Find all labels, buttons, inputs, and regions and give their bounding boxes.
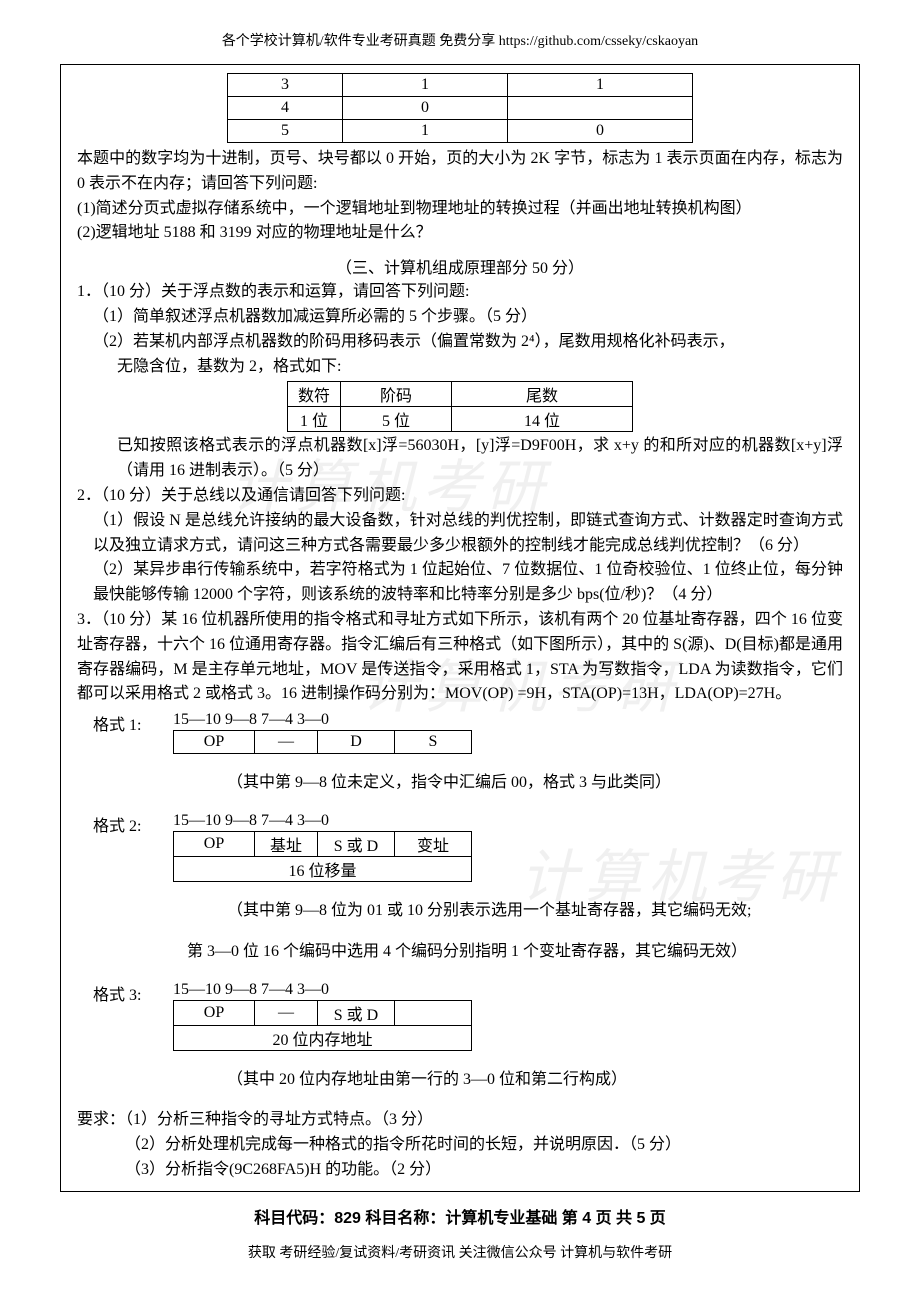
fmt3-table: OP — S 或 D 20 位内存地址	[173, 1000, 472, 1051]
q2-p2: （2）某异步串行传输系统中，若字符格式为 1 位起始位、7 位数据位、1 位奇校…	[77, 558, 843, 608]
q2-head: 2．（10 分）关于总线以及通信请回答下列问题:	[77, 484, 843, 509]
para: 本题中的数字均为十进制，页号、块号都以 0 开始，页的大小为 2K 字节，标志为…	[77, 147, 843, 197]
q2: 2．（10 分）关于总线以及通信请回答下列问题: （1）假设 N 是总线允许接纳…	[77, 484, 843, 608]
requirements: 要求：（1）分析三种指令的寻址方式特点。（3 分） （2）分析处理机完成每一种格…	[77, 1108, 843, 1182]
fmt3-label: 格式 3:	[77, 981, 173, 1005]
q3: 3．（10 分）某 16 位机器所使用的指令格式和寻址方式如下所示，该机有两个 …	[77, 608, 843, 707]
cell: 5	[228, 120, 343, 143]
cell: 尾数	[452, 382, 633, 407]
cell: 4	[228, 97, 343, 120]
cell: OP	[174, 1000, 255, 1025]
fmt1-label: 格式 1:	[77, 711, 173, 735]
cell: 1 位	[287, 407, 340, 432]
cell: 0	[508, 120, 693, 143]
fmt3-bits: 15—10 9—8 7—4 3—0	[173, 981, 472, 999]
q2-p1: （1）假设 N 是总线允许接纳的最大设备数，针对总线的判优控制，即链式查询方式、…	[77, 509, 843, 559]
fmt3-note: （其中 20 位内存地址由第一行的 3—0 位和第二行构成）	[227, 1068, 843, 1093]
section-title: （三、计算机组成原理部分 50 分）	[77, 254, 843, 278]
fmt3-bits-wrap: 15—10 9—8 7—4 3—0 OP — S 或 D 20 位内存地址	[173, 981, 472, 1052]
cell: —	[255, 1000, 318, 1025]
cell: 20 位内存地址	[174, 1025, 472, 1050]
q1-p2c: 已知按照该格式表示的浮点机器数[x]浮=56030H，[y]浮=D9F00H，求…	[77, 434, 843, 484]
cell: 基址	[255, 831, 318, 856]
cell: 数符	[287, 382, 340, 407]
table-row: OP 基址 S 或 D 变址	[174, 831, 472, 856]
cell: S 或 D	[318, 831, 395, 856]
cell	[508, 97, 693, 120]
format2: 格式 2: 15—10 9—8 7—4 3—0 OP 基址 S 或 D 变址 1…	[77, 812, 843, 883]
cell: 1	[343, 74, 508, 97]
body-text: 本题中的数字均为十进制，页号、块号都以 0 开始，页的大小为 2K 字节，标志为…	[77, 147, 843, 246]
fmt2-note1: （其中第 9—8 位为 01 或 10 分别表示选用一个基址寄存器，其它编码无效…	[227, 899, 843, 924]
top-header: 各个学校计算机/软件专业考研真题 免费分享 https://github.com…	[0, 30, 920, 50]
fmt2-table: OP 基址 S 或 D 变址 16 位移量	[173, 831, 472, 882]
cell: OP	[174, 831, 255, 856]
cell: 阶码	[341, 382, 452, 407]
req-label-line: 要求：（1）分析三种指令的寻址方式特点。（3 分）	[77, 1108, 843, 1133]
table-row: 4 0	[228, 97, 693, 120]
content-frame: 3 1 1 4 0 5 1 0 本题中的数字均为十进制，页号、块号都以 0 开始…	[60, 64, 860, 1192]
cell: 16 位移量	[174, 856, 472, 881]
page-table: 3 1 1 4 0 5 1 0	[227, 73, 693, 143]
cell: 14 位	[452, 407, 633, 432]
cell: 1	[508, 74, 693, 97]
footer-subject: 科目代码：829 科目名称：计算机专业基础 第 4 页 共 5 页	[0, 1204, 920, 1228]
cell: 0	[343, 97, 508, 120]
fmt1-bits-wrap: 15—10 9—8 7—4 3—0 OP — D S	[173, 711, 472, 755]
req2: （2）分析处理机完成每一种格式的指令所花时间的长短，并说明原因．（5 分）	[77, 1133, 843, 1158]
cell: S	[395, 731, 472, 754]
req1: （1）分析三种指令的寻址方式特点。（3 分）	[125, 1111, 433, 1128]
para: (2)逻辑地址 5188 和 3199 对应的物理地址是什么？	[77, 221, 843, 246]
table-row: 1 位 5 位 14 位	[287, 407, 632, 432]
cell: S 或 D	[318, 1000, 395, 1025]
fmt1-note: （其中第 9—8 位未定义，指令中汇编后 00，格式 3 与此类同）	[227, 771, 843, 796]
table-row: 数符 阶码 尾数	[287, 382, 632, 407]
fmt1-table: OP — D S	[173, 730, 472, 754]
para: (1)简述分页式虚拟存储系统中，一个逻辑地址到物理地址的转换过程（并画出地址转换…	[77, 197, 843, 222]
cell: 3	[228, 74, 343, 97]
req-label: 要求：	[77, 1111, 125, 1128]
q1-p2a: （2）若某机内部浮点机器数的阶码用移码表示（偏置常数为 2⁴），尾数用规格化补码…	[77, 330, 843, 355]
q1-p2b: 无隐含位，基数为 2，格式如下:	[77, 355, 843, 380]
cell: 5 位	[341, 407, 452, 432]
table-row: 5 1 0	[228, 120, 693, 143]
page: 计算机考研 计算机考研 计算机考研 各个学校计算机/软件专业考研真题 免费分享 …	[0, 0, 920, 1282]
bottom-note: 获取 考研经验/复试资料/考研资讯 关注微信公众号 计算机与软件考研	[0, 1242, 920, 1262]
fmt2-note2: 第 3—0 位 16 个编码中选用 4 个编码分别指明 1 个变址寄存器，其它编…	[187, 940, 843, 965]
format3: 格式 3: 15—10 9—8 7—4 3—0 OP — S 或 D 20 位内…	[77, 981, 843, 1052]
table-row: 20 位内存地址	[174, 1025, 472, 1050]
cell: OP	[174, 731, 255, 754]
cell: 1	[343, 120, 508, 143]
fmt1-bits: 15—10 9—8 7—4 3—0	[173, 711, 472, 729]
cell: —	[255, 731, 318, 754]
table-row: 3 1 1	[228, 74, 693, 97]
table-row: OP — S 或 D	[174, 1000, 472, 1025]
table-row: OP — D S	[174, 731, 472, 754]
table-row: 16 位移量	[174, 856, 472, 881]
q1: 1．（10 分）关于浮点数的表示和运算，请回答下列问题: （1）简单叙述浮点机器…	[77, 280, 843, 379]
q1-head: 1．（10 分）关于浮点数的表示和运算，请回答下列问题:	[77, 280, 843, 305]
cell	[395, 1000, 472, 1025]
q1-p1: （1）简单叙述浮点机器数加减运算所必需的 5 个步骤。（5 分）	[77, 305, 843, 330]
fmt2-bits-wrap: 15—10 9—8 7—4 3—0 OP 基址 S 或 D 变址 16 位移量	[173, 812, 472, 883]
req3: （3）分析指令(9C268FA5)H 的功能。（2 分）	[77, 1158, 843, 1183]
cell: 变址	[395, 831, 472, 856]
q1-cont: 已知按照该格式表示的浮点机器数[x]浮=56030H，[y]浮=D9F00H，求…	[77, 434, 843, 484]
fmt2-bits: 15—10 9—8 7—4 3—0	[173, 812, 472, 830]
q3-head: 3．（10 分）某 16 位机器所使用的指令格式和寻址方式如下所示，该机有两个 …	[77, 608, 843, 707]
cell: D	[318, 731, 395, 754]
float-format-table: 数符 阶码 尾数 1 位 5 位 14 位	[287, 381, 633, 432]
format1: 格式 1: 15—10 9—8 7—4 3—0 OP — D S	[77, 711, 843, 755]
fmt2-label: 格式 2:	[77, 812, 173, 836]
